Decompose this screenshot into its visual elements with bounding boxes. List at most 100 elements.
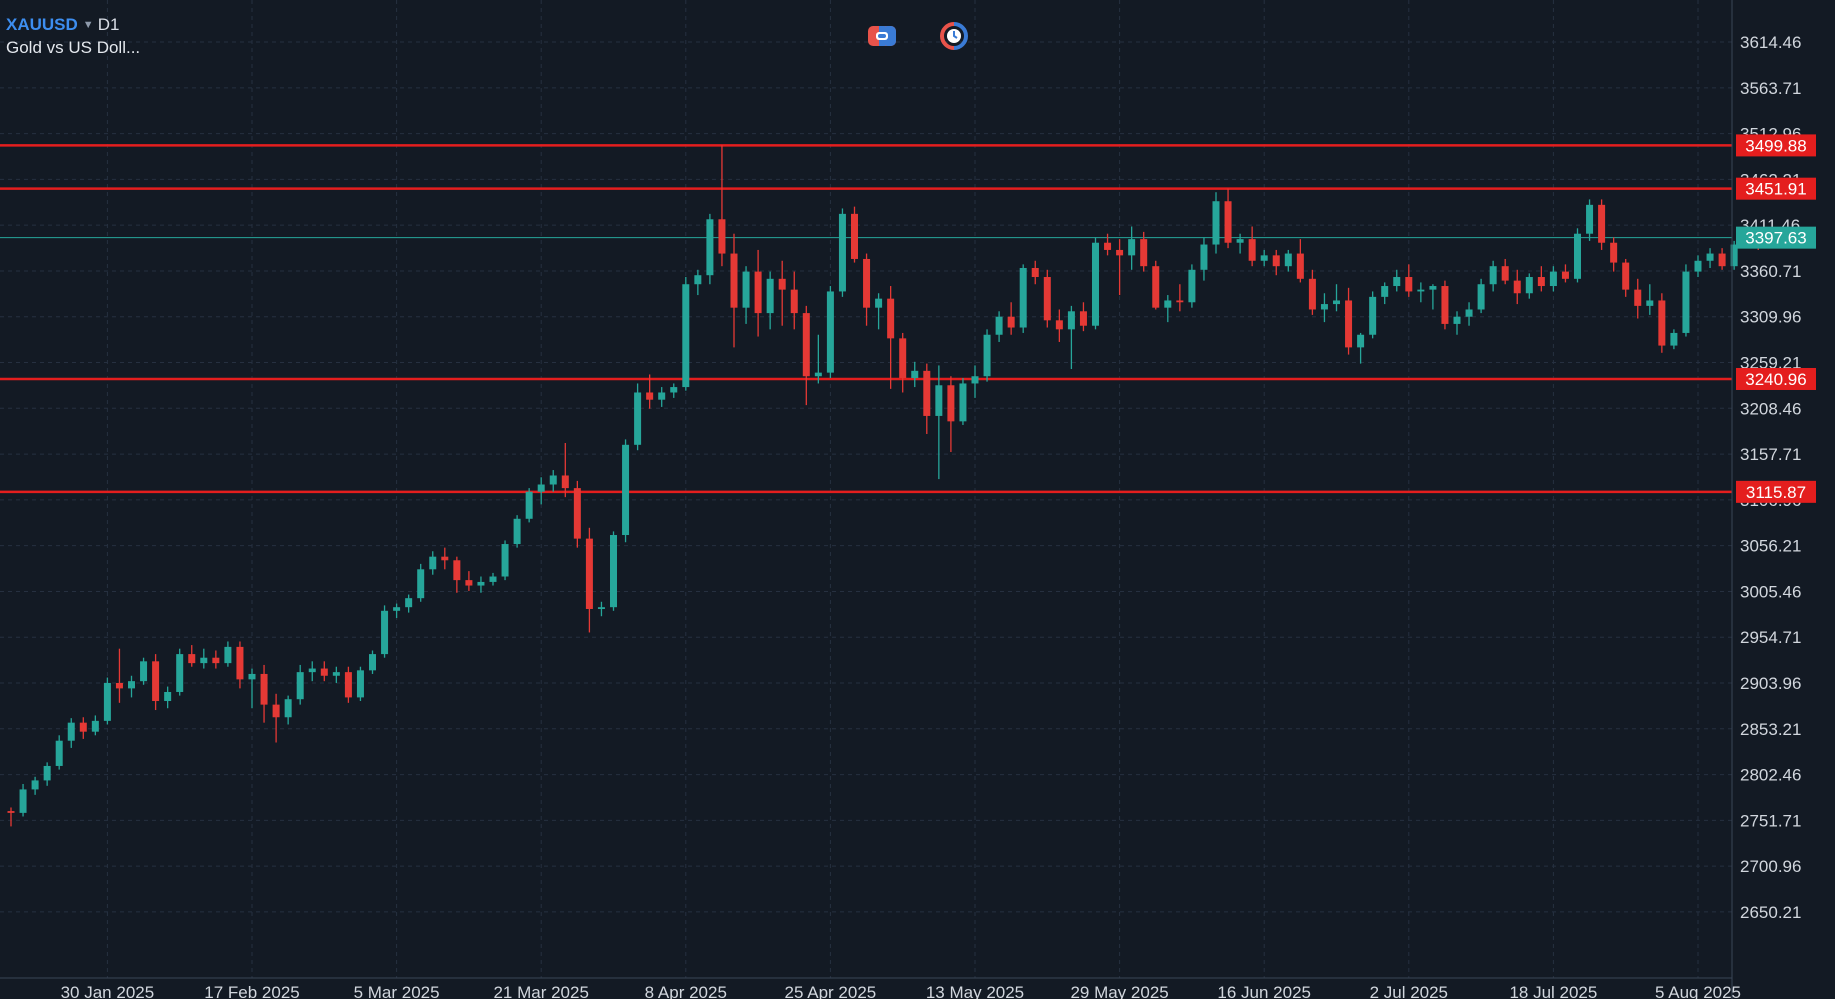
- bull-candle[interactable]: [1128, 226, 1136, 270]
- bull-candle[interactable]: [248, 668, 256, 709]
- bull-candle[interactable]: [1369, 291, 1377, 339]
- bear-candle[interactable]: [863, 253, 871, 326]
- bull-candle[interactable]: [91, 715, 99, 736]
- bear-candle[interactable]: [947, 376, 955, 453]
- bear-candle[interactable]: [441, 547, 449, 570]
- bull-candle[interactable]: [417, 563, 425, 602]
- bear-candle[interactable]: [7, 807, 15, 827]
- bull-candle[interactable]: [1164, 295, 1172, 323]
- bull-candle[interactable]: [332, 666, 340, 683]
- bear-candle[interactable]: [1140, 231, 1148, 272]
- bull-candle[interactable]: [296, 664, 304, 705]
- bull-candle[interactable]: [1682, 264, 1690, 337]
- bull-candle[interactable]: [43, 762, 51, 786]
- bear-candle[interactable]: [115, 648, 123, 703]
- bear-candle[interactable]: [1501, 258, 1509, 285]
- bear-candle[interactable]: [320, 661, 328, 682]
- bear-candle[interactable]: [1634, 278, 1642, 319]
- bull-candle[interactable]: [549, 470, 557, 492]
- bull-candle[interactable]: [513, 515, 521, 548]
- bull-candle[interactable]: [284, 695, 292, 725]
- bull-candle[interactable]: [381, 605, 389, 658]
- bull-candle[interactable]: [682, 277, 690, 391]
- bear-candle[interactable]: [923, 363, 931, 434]
- bull-candle[interactable]: [31, 776, 39, 795]
- bear-candle[interactable]: [646, 374, 654, 409]
- bull-candle[interactable]: [742, 266, 750, 324]
- bear-candle[interactable]: [1345, 287, 1353, 355]
- bear-candle[interactable]: [802, 305, 810, 406]
- bull-candle[interactable]: [356, 666, 364, 702]
- bear-candle[interactable]: [585, 527, 593, 633]
- bull-candle[interactable]: [1730, 240, 1738, 270]
- bear-candle[interactable]: [1031, 260, 1039, 285]
- bull-candle[interactable]: [164, 686, 172, 709]
- bull-candle[interactable]: [176, 648, 184, 696]
- bull-candle[interactable]: [55, 735, 63, 770]
- bull-candle[interactable]: [826, 286, 834, 379]
- bear-candle[interactable]: [887, 286, 895, 389]
- bear-candle[interactable]: [1248, 226, 1256, 267]
- bear-candle[interactable]: [1055, 309, 1063, 342]
- bear-candle[interactable]: [1405, 264, 1413, 297]
- bear-candle[interactable]: [1043, 269, 1051, 328]
- bull-candle[interactable]: [622, 439, 630, 543]
- bull-candle[interactable]: [477, 576, 485, 593]
- bull-candle[interactable]: [971, 365, 979, 398]
- bull-candle[interactable]: [634, 383, 642, 451]
- symbol-info[interactable]: XAUUSD ▼ D1 Gold vs US Doll...: [6, 14, 140, 60]
- bull-candle[interactable]: [1067, 305, 1075, 370]
- bear-candle[interactable]: [1224, 188, 1232, 249]
- bear-candle[interactable]: [1176, 284, 1184, 312]
- bear-candle[interactable]: [453, 556, 461, 593]
- bear-candle[interactable]: [188, 645, 196, 667]
- bull-candle[interactable]: [1188, 264, 1196, 308]
- bull-candle[interactable]: [489, 572, 497, 586]
- bear-candle[interactable]: [790, 271, 798, 330]
- bull-candle[interactable]: [706, 213, 714, 285]
- bull-candle[interactable]: [19, 784, 27, 817]
- bull-candle[interactable]: [1706, 248, 1714, 268]
- bull-candle[interactable]: [1465, 302, 1473, 326]
- bull-candle[interactable]: [1670, 329, 1678, 350]
- bull-candle[interactable]: [1333, 284, 1340, 312]
- bear-candle[interactable]: [1513, 269, 1521, 305]
- bull-candle[interactable]: [766, 271, 774, 330]
- bear-candle[interactable]: [212, 650, 220, 669]
- trade-timer-icon[interactable]: [938, 22, 970, 50]
- bear-candle[interactable]: [1718, 248, 1726, 270]
- bear-candle[interactable]: [851, 206, 858, 263]
- bull-candle[interactable]: [369, 650, 376, 674]
- bull-candle[interactable]: [1284, 249, 1292, 272]
- bull-candle[interactable]: [200, 648, 208, 669]
- bear-candle[interactable]: [730, 233, 738, 348]
- bull-candle[interactable]: [935, 365, 943, 480]
- bear-candle[interactable]: [1079, 302, 1087, 332]
- bull-candle[interactable]: [1646, 284, 1654, 315]
- one-click-trading-icon[interactable]: [866, 22, 898, 50]
- bull-candle[interactable]: [694, 269, 702, 296]
- bull-candle[interactable]: [1694, 255, 1702, 278]
- bear-candle[interactable]: [1007, 302, 1015, 335]
- bear-candle[interactable]: [1622, 258, 1630, 297]
- bull-candle[interactable]: [911, 361, 919, 388]
- bear-candle[interactable]: [1561, 264, 1569, 283]
- symbol-row[interactable]: XAUUSD ▼ D1: [6, 14, 140, 36]
- bull-candle[interactable]: [537, 477, 545, 505]
- bull-candle[interactable]: [610, 531, 617, 611]
- bull-candle[interactable]: [140, 657, 148, 685]
- bear-candle[interactable]: [718, 145, 726, 267]
- bear-candle[interactable]: [1598, 199, 1606, 250]
- bull-candle[interactable]: [959, 378, 967, 425]
- bear-candle[interactable]: [1610, 237, 1618, 272]
- bear-candle[interactable]: [79, 717, 87, 739]
- bull-candle[interactable]: [1477, 278, 1485, 314]
- bear-candle[interactable]: [754, 249, 762, 337]
- bull-candle[interactable]: [838, 208, 846, 297]
- timeframe-label[interactable]: D1: [97, 15, 120, 34]
- bear-candle[interactable]: [272, 693, 280, 743]
- bear-candle[interactable]: [1104, 233, 1112, 256]
- bull-candle[interactable]: [1019, 264, 1027, 333]
- bear-candle[interactable]: [899, 332, 907, 393]
- bull-candle[interactable]: [670, 383, 678, 398]
